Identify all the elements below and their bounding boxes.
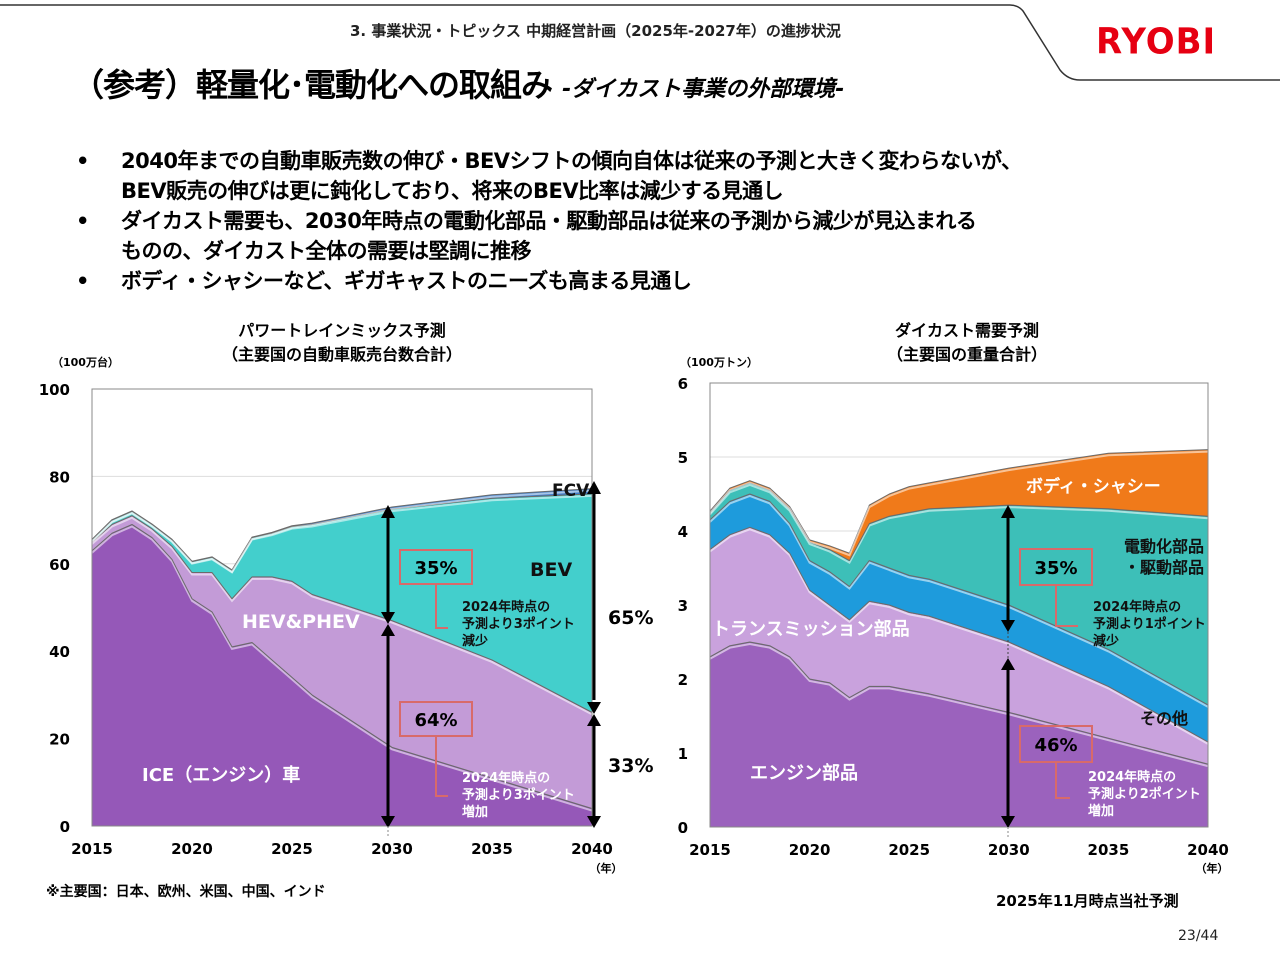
- bullet-item: • 2040年までの自動車販売数の伸び・BEVシフトの傾向自体は従来の予測と大きく…: [72, 146, 1252, 206]
- y-axis-unit: （100万トン）: [680, 356, 758, 369]
- area-highlight: [709, 528, 1209, 745]
- x-tick-label: 2035: [471, 840, 513, 858]
- chart-subtitle: （主要国の自動車販売台数合計）: [222, 345, 462, 364]
- label-hev: HEV&PHEV: [242, 611, 360, 633]
- x-axis-unit: （年）: [1196, 861, 1229, 875]
- callout-note: 2024年時点の予測より2ポイント増加: [1088, 769, 1201, 819]
- header-divider: [0, 4, 1280, 81]
- y-tick-label: 1: [678, 745, 688, 763]
- y-tick-label: 100: [39, 381, 70, 399]
- bullet-text: ボディ・シャシーなど、ギガキャストのニーズも高まる見通し: [121, 269, 692, 293]
- callout-note: 2024年時点の予測より3ポイント増加: [462, 770, 575, 820]
- x-tick-label: 2040: [571, 840, 613, 858]
- bullet-item: • ボディ・シャシーなど、ギガキャストのニーズも高まる見通し: [72, 266, 1252, 296]
- share-arrows: [1001, 505, 1015, 828]
- page-title-sub: -ダイカスト事業の外部環境-: [562, 77, 845, 102]
- area-highlight: [91, 489, 593, 574]
- label-bev: BEV: [530, 559, 572, 581]
- callout-hev-2030: 64% 2024年時点の予測より3ポイント増加: [399, 701, 575, 820]
- x-tick-label: 2020: [171, 840, 213, 858]
- callout-engine-2030: 46% 2024年時点の予測より2ポイント増加: [1019, 725, 1201, 819]
- section-breadcrumb: 3. 事業状況・トピックス 中期経営計画（2025年-2027年）の進捗状況: [350, 22, 841, 40]
- y-tick-label: 5: [678, 449, 688, 467]
- footnote: ※主要国：日本、欧州、米国、中国、インド: [46, 884, 326, 900]
- label-engine: エンジン部品: [750, 762, 858, 784]
- area-highlight: [709, 494, 1209, 708]
- y-tick-label: 3: [678, 597, 688, 615]
- plot-frame: [709, 382, 1209, 828]
- bullet-text: 2040年までの自動車販売数の伸び・BEVシフトの傾向自体は従来の予測と大きく変…: [121, 149, 1022, 203]
- x-tick-label: 2030: [988, 841, 1030, 859]
- area-highlight: [91, 525, 593, 812]
- x-tick-label: 2030: [371, 840, 413, 858]
- area-highlight: [709, 642, 1209, 768]
- label-fcv: FCV: [552, 481, 590, 501]
- page-number: 23/44: [1178, 928, 1219, 944]
- y-tick-label: 2: [678, 671, 688, 689]
- x-tick-label: 2040: [1187, 841, 1229, 859]
- area-highlight: [709, 483, 1209, 564]
- y-axis-unit: （100万台）: [52, 355, 119, 369]
- callout-note: 2024年時点の予測より3ポイント減少: [462, 599, 575, 649]
- x-tick-label: 2025: [888, 841, 930, 859]
- plot-frame: [91, 388, 593, 827]
- x-tick-label: 2025: [271, 840, 313, 858]
- forecast-note: 2025年11月時点当社予測: [996, 892, 1179, 910]
- chart-title: ダイカスト需要予測: [895, 321, 1039, 340]
- x-tick-label: 2035: [1088, 841, 1130, 859]
- chart-title: パワートレインミックス予測: [238, 321, 446, 340]
- label-body-chassis: ボディ・シャシー: [1026, 476, 1161, 497]
- y-tick-label: 0: [678, 819, 688, 837]
- y-tick-label: 0: [60, 818, 70, 836]
- bullet-list: • 2040年までの自動車販売数の伸び・BEVシフトの傾向自体は従来の予測と大きく…: [72, 146, 1252, 296]
- x-tick-label: 2015: [71, 840, 113, 858]
- y-tick-label: 80: [49, 468, 70, 486]
- label-electrification: 電動化部品・駆動部品: [1124, 537, 1204, 577]
- label-other: その他: [1140, 709, 1188, 728]
- y-tick-label: 6: [678, 375, 688, 393]
- label-transmission: トランスミッション部品: [712, 618, 910, 640]
- callout-box-text: 46%: [1034, 735, 1077, 756]
- ryobi-logo: RYOBI: [1096, 21, 1217, 63]
- callout-box-text: 35%: [414, 558, 457, 579]
- area-highlight: [709, 450, 1209, 557]
- share-2040-electric: 65%: [608, 607, 653, 629]
- y-tick-label: 60: [49, 556, 70, 574]
- callout-bev-2030: 35% 2024年時点の予測より3ポイント減少: [399, 549, 575, 649]
- share-2040-hev: 33%: [608, 755, 653, 777]
- callout-electrification-2030: 35% 2024年時点の予測より1ポイント減少: [1019, 548, 1206, 649]
- y-tick-label: 20: [49, 731, 70, 749]
- y-tick-label: 40: [49, 643, 70, 661]
- callout-note: 2024年時点の予測より1ポイント減少: [1093, 599, 1206, 649]
- label-ice: ICE（エンジン）車: [142, 764, 300, 786]
- y-tick-label: 4: [678, 523, 688, 541]
- x-tick-label: 2015: [689, 841, 731, 859]
- chart-subtitle: （主要国の重量合計）: [887, 345, 1047, 364]
- callout-box-text: 35%: [1034, 558, 1077, 579]
- bullet-text: ダイカスト需要も、2030年時点の電動化部品・駆動部品は従来の予測から減少が見込…: [121, 209, 977, 263]
- x-axis-unit: （年）: [590, 861, 623, 875]
- share-arrows: [381, 481, 601, 828]
- page-title: （参考）軽量化･電動化への取組み -ダイカスト事業の外部環境-: [72, 60, 844, 106]
- bullet-item: • ダイカスト需要も、2030年時点の電動化部品・駆動部品は従来の予測から減少が見…: [72, 206, 1252, 266]
- callout-box-text: 64%: [414, 710, 457, 731]
- x-tick-label: 2020: [789, 841, 831, 859]
- bullet-marker: •: [76, 269, 89, 293]
- page-title-main: （参考）軽量化･電動化への取組み: [72, 66, 553, 104]
- bullet-marker: •: [76, 209, 89, 233]
- bullet-marker: •: [76, 149, 89, 173]
- area-highlight: [91, 516, 593, 716]
